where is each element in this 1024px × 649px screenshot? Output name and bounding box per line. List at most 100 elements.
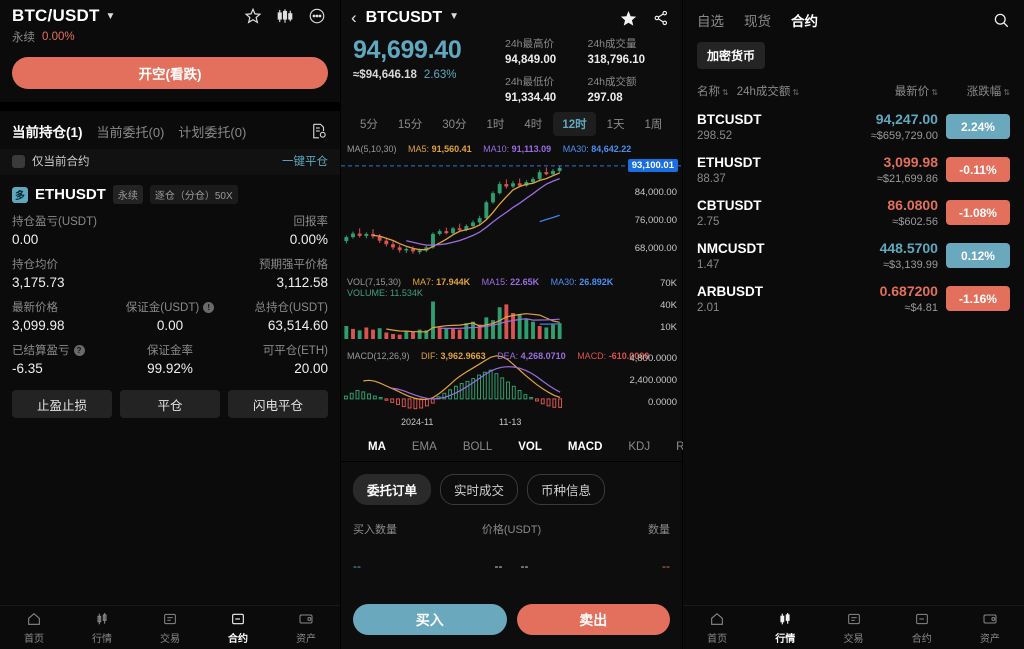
market-row[interactable]: CBTUSDT 2.75 86.0800 ≈$602.56 -1.08% (683, 185, 1024, 228)
close-position-button[interactable]: 平仓 (120, 390, 220, 418)
help-icon[interactable]: ? (73, 344, 85, 356)
search-icon[interactable] (992, 11, 1010, 29)
timeframe-1d[interactable]: 1天 (606, 119, 625, 131)
market-row[interactable]: ETHUSDT 88.37 3,099.98 ≈$21,699.86 -0.11% (683, 142, 1024, 185)
col-change[interactable]: 涨跌幅 ⇅ (966, 86, 1010, 98)
tab-spot[interactable]: 现货 (744, 14, 771, 29)
nav-item-home[interactable]: 首页 (0, 611, 68, 645)
col-volume[interactable]: 24h成交额 ⇅ (736, 86, 800, 98)
nav-item-assets[interactable]: 资产 (272, 611, 340, 645)
tab-order-book[interactable]: 委托订单 (353, 474, 432, 505)
stat-label-turnover: 24h成交额 (587, 76, 637, 88)
ma-overlay-legend: MA(5,10,30) MA5: 91,560.41 MA10: 91,113.… (347, 144, 640, 154)
indicator-ema[interactable]: EMA (411, 441, 437, 453)
timeframe-4h[interactable]: 4时 (524, 119, 543, 131)
nav-item-trade-right[interactable]: 交易 (819, 611, 887, 645)
tab-recent-trades[interactable]: 实时成交 (440, 474, 519, 505)
indicator-boll[interactable]: BOLL (462, 441, 493, 453)
nav-item-home-right[interactable]: 首页 (683, 611, 751, 645)
left-header: BTC/USDT ▼ (0, 0, 340, 45)
tab-futures[interactable]: 合约 (791, 14, 818, 29)
timeframe-30m[interactable]: 30分 (442, 119, 467, 131)
nav-item-futures-right[interactable]: 合约 (888, 611, 956, 645)
orderbook-header: 买入数量 价格(USDT) 数量 (341, 505, 682, 537)
ma5-legend: MA5: 91,560.41 (408, 144, 472, 154)
order-history-icon[interactable] (310, 122, 328, 140)
market-symbol-name: BTCUSDT (697, 111, 762, 127)
pnl-value: 0.00 (12, 232, 39, 247)
nav-label-trade: 交易 (160, 633, 180, 645)
tab-coin-info[interactable]: 币种信息 (527, 474, 606, 505)
nav-item-trade[interactable]: 交易 (136, 611, 204, 645)
info-icon[interactable]: ! (203, 301, 215, 313)
market-row-change: -1.16% (938, 286, 1010, 311)
indicator-macd[interactable]: MACD (567, 441, 603, 453)
x-tick-2: 11-13 (499, 417, 522, 427)
candlestick-chart[interactable]: MA(5,10,30) MA5: 91,560.41 MA10: 91,113.… (341, 142, 683, 273)
symbol-chevron-down-icon[interactable]: ▼ (449, 10, 460, 22)
timeframe-15m[interactable]: 15分 (397, 119, 423, 131)
position-row-margin: 最新价格 3,099.98 保证金(USDT) ! 0.00 总持仓(USDT)… (12, 299, 328, 333)
position-actions: 止盈止损 平仓 闪电平仓 (12, 390, 328, 418)
tab-current-positions[interactable]: 当前持仓(1) (12, 125, 83, 140)
orderbook-col-bid-qty: 买入数量 (353, 524, 397, 536)
total-position-label: 总持仓(USDT) (254, 302, 328, 314)
candlestick-icon[interactable] (276, 7, 294, 25)
market-symbol-name: NMCUSDT (697, 240, 765, 256)
sell-button[interactable]: 卖出 (516, 604, 670, 635)
timeframe-12h[interactable]: 12时 (553, 112, 596, 136)
market-row[interactable]: NMCUSDT 1.47 448.5700 ≈$3,139.99 0.12% (683, 228, 1024, 271)
take-profit-stop-loss-button[interactable]: 止盈止损 (12, 390, 112, 418)
tab-planned-orders[interactable]: 计划委托(0) (178, 124, 247, 140)
checkbox-icon[interactable] (12, 154, 25, 168)
flash-close-button[interactable]: 闪电平仓 (228, 390, 328, 418)
more-icon[interactable] (308, 7, 326, 25)
nav-item-assets-right[interactable]: 资产 (956, 611, 1024, 645)
orderbook-row: -- -- -- -- (341, 537, 682, 573)
market-rows: BTCUSDT 298.52 94,247.00 ≈$659,729.00 2.24% E… (683, 99, 1024, 314)
star-filled-icon[interactable] (619, 9, 637, 27)
change-badge: 0.12% (945, 243, 1010, 268)
nav-item-futures[interactable]: 合约 (204, 611, 272, 645)
timeframe-5m[interactable]: 5分 (360, 119, 378, 131)
position-card: 多 ETHUSDT 永续 逐仓（分仓）50X 持仓盈亏(USDT) 0.00 回… (0, 175, 340, 418)
market-row[interactable]: ARBUSDT 2.01 0.687200 ≈$4.81 -1.16% (683, 271, 1024, 314)
indicator-ma[interactable]: MA (368, 441, 386, 453)
close-all-button[interactable]: 一键平仓 (282, 156, 328, 168)
market-volume: 298.52 (697, 129, 733, 142)
star-icon[interactable] (244, 7, 262, 25)
macd-axis-tick-1: 4,800.0000 (629, 353, 677, 364)
market-row[interactable]: BTCUSDT 298.52 94,247.00 ≈$659,729.00 2.24% (683, 99, 1024, 142)
nav-item-markets[interactable]: 行情 (68, 611, 136, 645)
volume-chart[interactable]: VOL(7,15,30) MA7: 17.944K MA15: 22.65K M… (341, 275, 682, 347)
stat-value-turnover: 297.08 (587, 92, 623, 104)
category-chip-crypto[interactable]: 加密货币 (697, 42, 766, 69)
tab-favorites[interactable]: 自选 (697, 14, 724, 29)
indicator-vol[interactable]: VOL (518, 441, 542, 453)
only-current-contract-toggle[interactable]: 仅当前合约 (12, 153, 90, 169)
macd-chart[interactable]: MACD(12,26,9) DIF: 3,962.9663 DEA: 4,268… (341, 349, 682, 417)
timeframe-1w[interactable]: 1周 (644, 119, 663, 131)
total-position-value: 63,514.60 (267, 318, 328, 333)
price-summary: 94,699.40 ≈$94,646.18 2.63% 24h最高价 94,84… (341, 28, 682, 104)
share-icon[interactable] (652, 9, 670, 27)
pair-selector[interactable]: BTC/USDT ▼ (12, 6, 115, 26)
indicator-kdj[interactable]: KDJ (628, 441, 651, 453)
orderbook-col-price: 价格(USDT) (481, 524, 542, 536)
open-short-button[interactable]: 开空(看跌) (12, 57, 328, 89)
timeframe-1h[interactable]: 1时 (486, 119, 505, 131)
buy-button[interactable]: 买入 (353, 604, 507, 635)
position-side-badge: 多 (12, 186, 28, 203)
settled-pnl-value: -6.35 (12, 361, 43, 376)
nav-label-assets-right: 资产 (979, 633, 1000, 645)
tab-current-orders[interactable]: 当前委托(0) (96, 124, 165, 140)
col-last-price[interactable]: 最新价 ⇅ (894, 86, 938, 98)
nav-item-markets-right[interactable]: 行情 (751, 611, 819, 645)
closable-qty-label: 可平仓(ETH) (262, 345, 328, 357)
market-columns: 名称 ⇅ 24h成交额 ⇅ 最新价 ⇅ 涨跌幅 ⇅ (683, 69, 1024, 99)
volume-axis-tick-3: 10K (660, 322, 677, 333)
back-chevron-icon[interactable]: ‹ (351, 8, 357, 27)
macd-dea-legend: DEA: 4,268.0710 (497, 351, 566, 361)
col-name[interactable]: 名称 ⇅ (697, 86, 729, 98)
